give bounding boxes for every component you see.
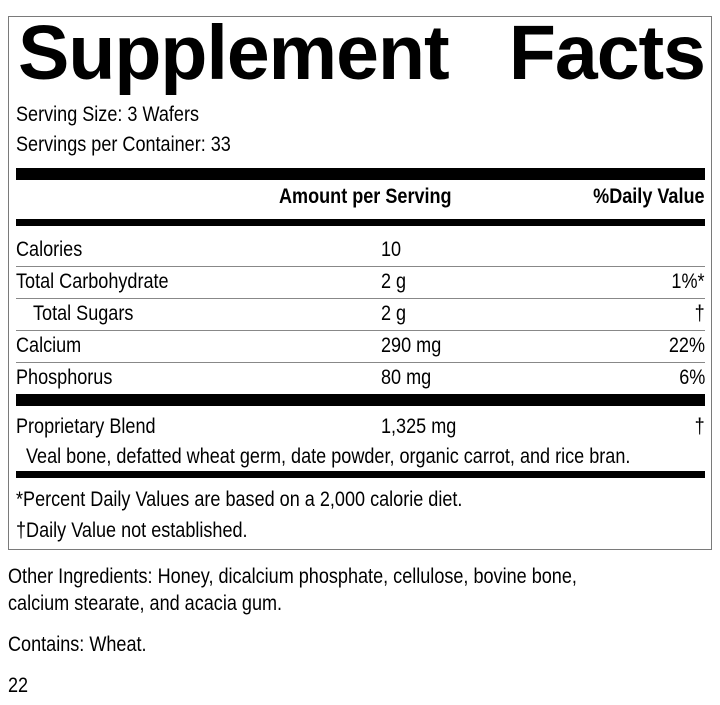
blend-ingredients: Veal bone, defatted wheat germ, date pow… — [26, 445, 631, 468]
nutrient-dv: † — [694, 302, 705, 325]
other-ingredients-line1: Other Ingredients: Honey, dicalcium phos… — [8, 565, 577, 588]
nutrient-amount: 2 g — [381, 270, 407, 293]
nutrient-amount: 2 g — [381, 302, 407, 325]
nutrient-label: Total Sugars — [33, 302, 134, 325]
panel-title: Supplement Facts — [18, 10, 706, 96]
nutrient-label: Calories — [16, 238, 83, 261]
row-divider — [16, 298, 705, 299]
footnote-percent-dv: *Percent Daily Values are based on a 2,0… — [16, 488, 463, 511]
thick-divider — [16, 471, 705, 478]
nutrient-row: Calories 10 — [16, 236, 705, 264]
title-word-supplement: Supplement — [18, 10, 450, 96]
nutrient-dv: 6% — [678, 366, 705, 389]
nutrient-amount: 80 mg — [381, 366, 432, 389]
serving-size: Serving Size: 3 Wafers — [16, 103, 200, 126]
page-number: 22 — [8, 674, 29, 697]
thick-divider — [16, 394, 705, 406]
title-word-facts: Facts — [508, 10, 706, 96]
nutrient-dv: 22% — [668, 334, 705, 357]
supplement-facts-panel: Supplement Facts Serving Size: 3 Wafers … — [8, 10, 712, 550]
nutrient-row: Total Carbohydrate 2 g 1%* — [16, 268, 705, 296]
footnote-dv-not-established: †Daily Value not established. — [16, 519, 248, 542]
row-divider — [16, 266, 705, 267]
thick-divider — [16, 168, 705, 180]
thick-divider — [16, 219, 705, 226]
row-divider — [16, 330, 705, 331]
header-amount: Amount per Serving — [279, 185, 452, 208]
nutrient-label: Phosphorus — [16, 366, 113, 389]
row-divider — [16, 362, 705, 363]
blend-dv: † — [694, 415, 705, 438]
servings-per-container: Servings per Container: 33 — [16, 133, 231, 156]
nutrient-row: Calcium 290 mg 22% — [16, 332, 705, 360]
nutrient-label: Total Carbohydrate — [16, 270, 169, 293]
blend-label: Proprietary Blend — [16, 415, 156, 438]
nutrient-row: Phosphorus 80 mg 6% — [16, 364, 705, 392]
blend-amount: 1,325 mg — [381, 415, 457, 438]
nutrient-amount: 10 — [381, 238, 402, 261]
nutrient-dv: 1%* — [671, 270, 705, 293]
allergen-statement: Contains: Wheat. — [8, 633, 147, 656]
nutrient-label: Calcium — [16, 334, 82, 357]
nutrient-row: Total Sugars 2 g † — [16, 300, 705, 328]
other-ingredients-line2: calcium stearate, and acacia gum. — [8, 592, 283, 615]
header-daily-value: %Daily Value — [593, 185, 705, 208]
nutrient-amount: 290 mg — [381, 334, 442, 357]
blend-row: Proprietary Blend 1,325 mg † — [16, 413, 705, 441]
